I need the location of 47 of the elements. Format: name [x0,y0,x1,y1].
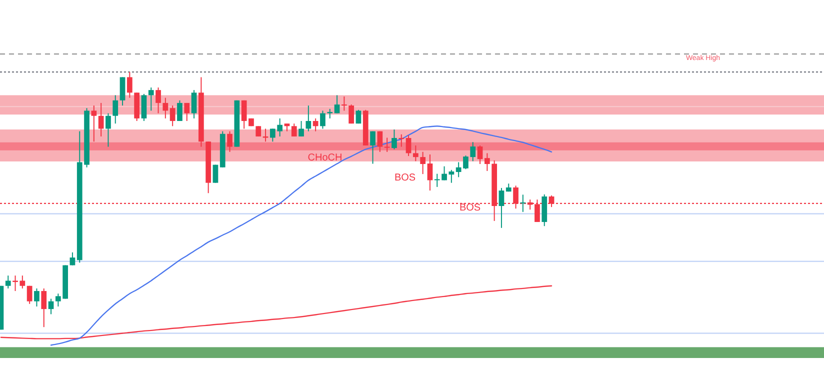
candlestick [327,108,333,119]
candlestick [520,194,526,212]
candlestick [141,93,147,122]
candlestick [306,105,312,132]
candlestick [48,298,54,315]
candlestick [420,151,426,175]
candlestick [348,104,354,124]
candlestick [98,102,104,137]
candlestick [320,110,326,130]
candlestick [398,134,404,148]
candlestick [312,118,318,132]
candlestick [291,123,297,137]
annotation: CHoCH [308,152,342,164]
candlestick [156,86,161,114]
candlestick [356,109,362,124]
candlestick [120,76,126,106]
candlestick [498,187,504,228]
candlestick [106,112,111,148]
candlestick [256,126,262,137]
candlestick [41,288,47,328]
candlestick [34,288,40,307]
candlestick [370,130,376,164]
candlestick [26,285,32,304]
candlestick [177,100,182,122]
candlestick [170,105,176,127]
candlestick [148,86,154,112]
candlestick [377,130,383,152]
annotation: BOS [394,172,416,184]
candlestick [184,102,190,122]
candlestick [334,94,340,114]
candlestick [392,128,397,150]
candlestick [212,164,218,184]
candlestick [126,72,132,98]
candlestick [70,252,76,266]
candlestick [91,105,97,142]
candlestick [227,130,232,152]
candlestick [5,275,11,289]
candlestick [384,137,390,152]
candlestick [427,154,433,192]
candlestick [112,94,118,124]
candlestick [162,97,168,119]
candlestick [412,144,418,162]
candlestick [406,134,412,157]
candlestick [477,144,483,165]
candlestick [341,96,347,112]
candlestick [298,120,304,137]
candlestick [191,90,197,119]
